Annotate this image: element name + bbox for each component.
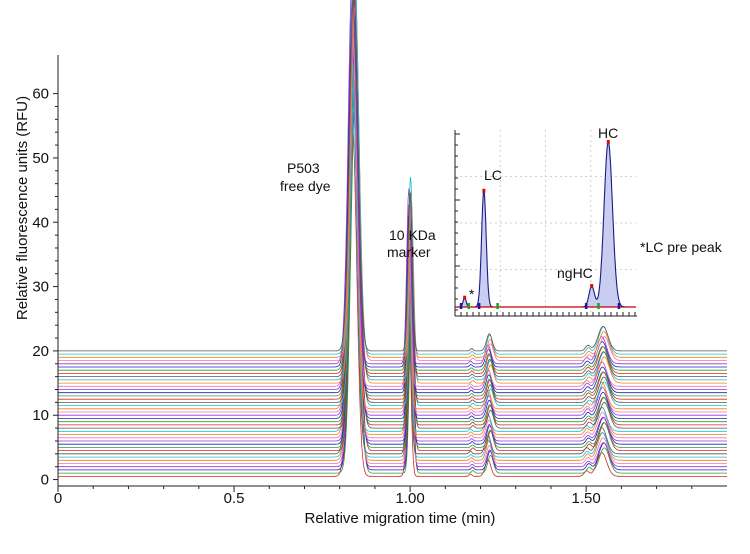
- inset-label-hc: HC: [598, 125, 618, 141]
- y-tick-label: 10: [32, 407, 49, 424]
- trace-line: [58, 0, 727, 390]
- trace-line: [58, 0, 727, 368]
- inset-peak-markers: [459, 140, 621, 309]
- trace-line: [58, 5, 727, 416]
- trace-line: [58, 79, 727, 448]
- trace-line: [58, 83, 727, 464]
- trace-line: [58, 72, 727, 471]
- inset-integration-marker: [496, 303, 499, 309]
- trace-line: [58, 25, 727, 387]
- trace-line: [58, 0, 727, 365]
- trace-line: [58, 9, 727, 377]
- trace-line: [58, 17, 727, 410]
- trace-line: [58, 13, 727, 394]
- inset-zoom-panel: LC HC ngHC *: [454, 125, 637, 317]
- inset-apex-marker: [463, 295, 467, 300]
- inset-integration-marker: [477, 303, 481, 309]
- y-tick-label: 0: [41, 472, 49, 489]
- trace-line: [58, 91, 727, 442]
- y-tick-label: 30: [32, 279, 49, 296]
- y-axis-ticks: 0 10 20 30 40 50 60: [32, 86, 58, 489]
- inset-integration-marker: [584, 303, 588, 309]
- inset-apex-marker: [482, 188, 486, 193]
- trace-line: [58, 99, 727, 474]
- inset-apex-marker: [590, 284, 594, 289]
- inset-integration-marker: [467, 303, 470, 309]
- trace-line: [58, 127, 727, 477]
- inset-integration-marker: [597, 303, 600, 309]
- inset-label-nghc: ngHC: [557, 265, 593, 281]
- annotation-marker-line2: marker: [387, 244, 431, 260]
- trace-line: [58, 37, 727, 435]
- trace-line: [58, 111, 727, 468]
- trace-line: [58, 0, 727, 358]
- trace-line: [58, 4, 727, 361]
- trace-line: [58, 76, 727, 432]
- y-tick-label: 40: [32, 214, 49, 231]
- trace-line: [58, 21, 727, 426]
- x-axis-ticks: 0 0.5 1.00 1.50: [54, 486, 693, 507]
- trace-line: [58, 0, 727, 374]
- trace-line: [58, 0, 727, 355]
- trace-line: [58, 68, 727, 455]
- inset-integration-marker: [617, 303, 621, 309]
- trace-line: [58, 0, 727, 352]
- inset-axis-ticks: [455, 133, 636, 316]
- trace-line: [58, 56, 727, 461]
- trace-line: [58, 48, 727, 429]
- x-tick-label: 0.5: [224, 490, 245, 507]
- trace-line: [58, 32, 727, 419]
- inset-integration-marker: [459, 303, 463, 309]
- x-tick-label: 0: [54, 490, 62, 507]
- trace-line: [58, 40, 727, 397]
- trace-line: [58, 64, 727, 439]
- y-tick-label: 60: [32, 86, 49, 103]
- x-tick-label: 1.00: [396, 490, 425, 507]
- trace-line: [58, 2, 727, 400]
- trace-line: [58, 0, 727, 381]
- x-tick-label: 1.50: [572, 490, 601, 507]
- annotation-marker-line1: 10 KDa: [389, 227, 436, 243]
- y-tick-label: 50: [32, 150, 49, 167]
- trace-line: [58, 21, 727, 371]
- trace-line: [58, 60, 727, 423]
- trace-line: [58, 53, 727, 445]
- inset-label-star: *: [469, 286, 475, 302]
- trace-line: [58, 0, 727, 384]
- inset-apex-marker: [606, 140, 610, 144]
- y-axis-label: Relative fluorescence units (RFU): [14, 96, 31, 320]
- trace-line: [58, 96, 727, 458]
- trace-line: [58, 56, 727, 406]
- inset-label-lc: LC: [484, 167, 502, 183]
- trace-line: [58, 44, 727, 413]
- annotation-dye-line1: P503: [287, 160, 320, 176]
- y-tick-label: 20: [32, 343, 49, 360]
- trace-line: [58, 28, 727, 403]
- trace-stack: [58, 0, 727, 477]
- inset-label-lc-pre-peak: *LC pre peak: [640, 239, 723, 255]
- x-axis-label: Relative migration time (min): [305, 510, 496, 527]
- trace-line: [58, 40, 727, 451]
- annotation-dye-line2: free dye: [280, 178, 331, 194]
